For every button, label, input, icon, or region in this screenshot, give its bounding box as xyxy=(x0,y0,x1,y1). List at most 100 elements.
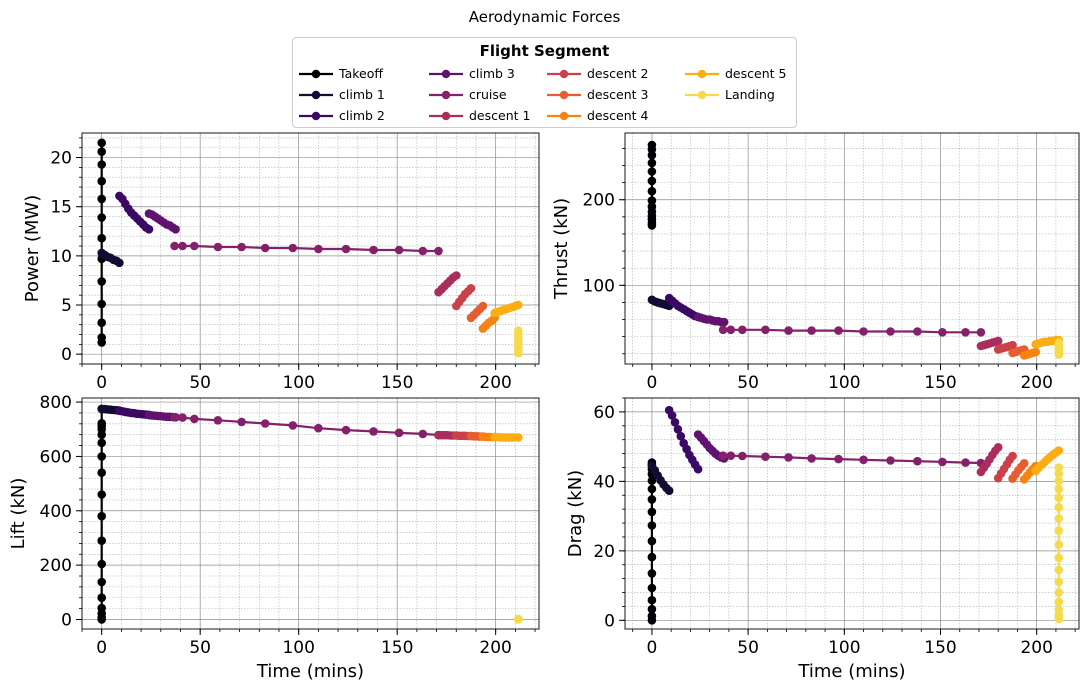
legend-entry-label: descent 1 xyxy=(469,108,531,123)
data-point xyxy=(237,242,246,252)
x-tick-label: 150 xyxy=(924,373,956,393)
x-tick-label: 0 xyxy=(96,638,107,658)
x-tick-label: 150 xyxy=(381,373,413,393)
data-point xyxy=(97,233,106,243)
data-point xyxy=(1054,614,1064,624)
data-point xyxy=(190,241,199,251)
series-landing xyxy=(1054,338,1064,359)
data-point xyxy=(97,536,106,545)
x-tick-label: 200 xyxy=(1020,638,1052,658)
data-point xyxy=(97,593,106,602)
axes-frame xyxy=(624,397,1080,630)
series-descent-4 xyxy=(1019,347,1040,360)
legend-entry-label: descent 4 xyxy=(587,108,649,123)
subplot-3: 0 50 100 150 200 0 200 400 600 800 Lift (kN) Time (… xyxy=(8,393,540,682)
data-point xyxy=(178,413,187,422)
data-point xyxy=(178,241,187,251)
y-tick-label: 0 xyxy=(604,611,615,631)
data-point xyxy=(647,484,657,494)
series-descent-2 xyxy=(993,451,1017,483)
series-landing xyxy=(514,326,523,358)
y-tick-label: 100 xyxy=(583,276,615,296)
data-point xyxy=(647,536,657,546)
y-tick-label: 20 xyxy=(593,542,615,562)
data-point xyxy=(693,464,703,474)
data-point xyxy=(1054,597,1064,607)
data-point xyxy=(452,271,461,280)
data-point xyxy=(647,595,657,605)
legend-entry-label: climb 2 xyxy=(339,108,385,123)
x-axis-label: Time (mins) xyxy=(256,661,364,682)
data-point xyxy=(97,511,106,521)
data-point xyxy=(726,325,736,335)
data-point xyxy=(478,301,488,311)
series-climb-2 xyxy=(664,405,703,474)
data-point xyxy=(647,611,657,621)
data-point xyxy=(993,443,1003,452)
data-point xyxy=(961,328,970,337)
data-point xyxy=(1054,493,1064,503)
data-point xyxy=(1054,484,1064,494)
data-point xyxy=(913,456,922,466)
series-cruise xyxy=(718,325,986,337)
data-point xyxy=(676,431,686,441)
data-point xyxy=(664,486,674,496)
data-point xyxy=(369,245,378,255)
data-point xyxy=(514,615,523,624)
data-point xyxy=(97,176,106,186)
series-descent-1 xyxy=(434,271,461,297)
data-point xyxy=(1008,451,1017,461)
data-point xyxy=(1019,459,1029,468)
data-point xyxy=(667,411,677,420)
data-point xyxy=(1054,514,1064,523)
data-point xyxy=(97,438,106,448)
data-point xyxy=(647,167,657,176)
data-point xyxy=(288,243,298,253)
series-climb-3 xyxy=(144,209,180,234)
data-point xyxy=(647,196,657,205)
x-tick-label: 200 xyxy=(479,373,511,393)
data-point xyxy=(1008,340,1017,350)
y-tick-label: 800 xyxy=(40,393,72,413)
series-descent-2 xyxy=(993,340,1017,354)
y-axis-label: Lift (kN) xyxy=(8,478,29,550)
x-tick-label: 50 xyxy=(737,373,759,393)
data-point xyxy=(1054,476,1064,486)
data-point xyxy=(647,150,657,160)
x-tick-label: 50 xyxy=(189,638,211,658)
series-climb-3 xyxy=(693,312,729,327)
data-point xyxy=(144,225,154,234)
data-point xyxy=(394,428,404,438)
data-point xyxy=(314,244,323,254)
data-point xyxy=(97,147,106,156)
x-tick-label: 100 xyxy=(828,638,860,658)
data-point xyxy=(673,425,683,434)
data-point xyxy=(260,419,270,428)
y-tick-label: 60 xyxy=(593,403,615,423)
data-point xyxy=(1054,463,1064,472)
series-landing xyxy=(514,614,523,624)
legend-entry-label: descent 5 xyxy=(725,66,787,81)
series-cruise xyxy=(718,451,986,468)
data-point xyxy=(97,419,106,428)
x-tick-label: 150 xyxy=(924,638,956,658)
data-point xyxy=(1054,503,1064,512)
data-point xyxy=(341,244,351,254)
x-tick-label: 0 xyxy=(96,373,107,393)
data-point xyxy=(97,299,106,309)
data-point xyxy=(97,559,106,569)
data-point xyxy=(886,456,895,465)
x-tick-label: 0 xyxy=(647,373,658,393)
data-point xyxy=(97,318,106,328)
x-axis-label: Time (mins) xyxy=(797,661,905,682)
data-point xyxy=(647,495,657,504)
x-tick-label: 100 xyxy=(282,373,314,393)
data-point xyxy=(647,521,657,530)
y-tick-label: 400 xyxy=(40,502,72,522)
data-point xyxy=(288,421,298,430)
data-point xyxy=(97,138,106,148)
data-point xyxy=(394,245,404,255)
x-tick-label: 50 xyxy=(737,638,759,658)
data-point xyxy=(647,158,657,168)
